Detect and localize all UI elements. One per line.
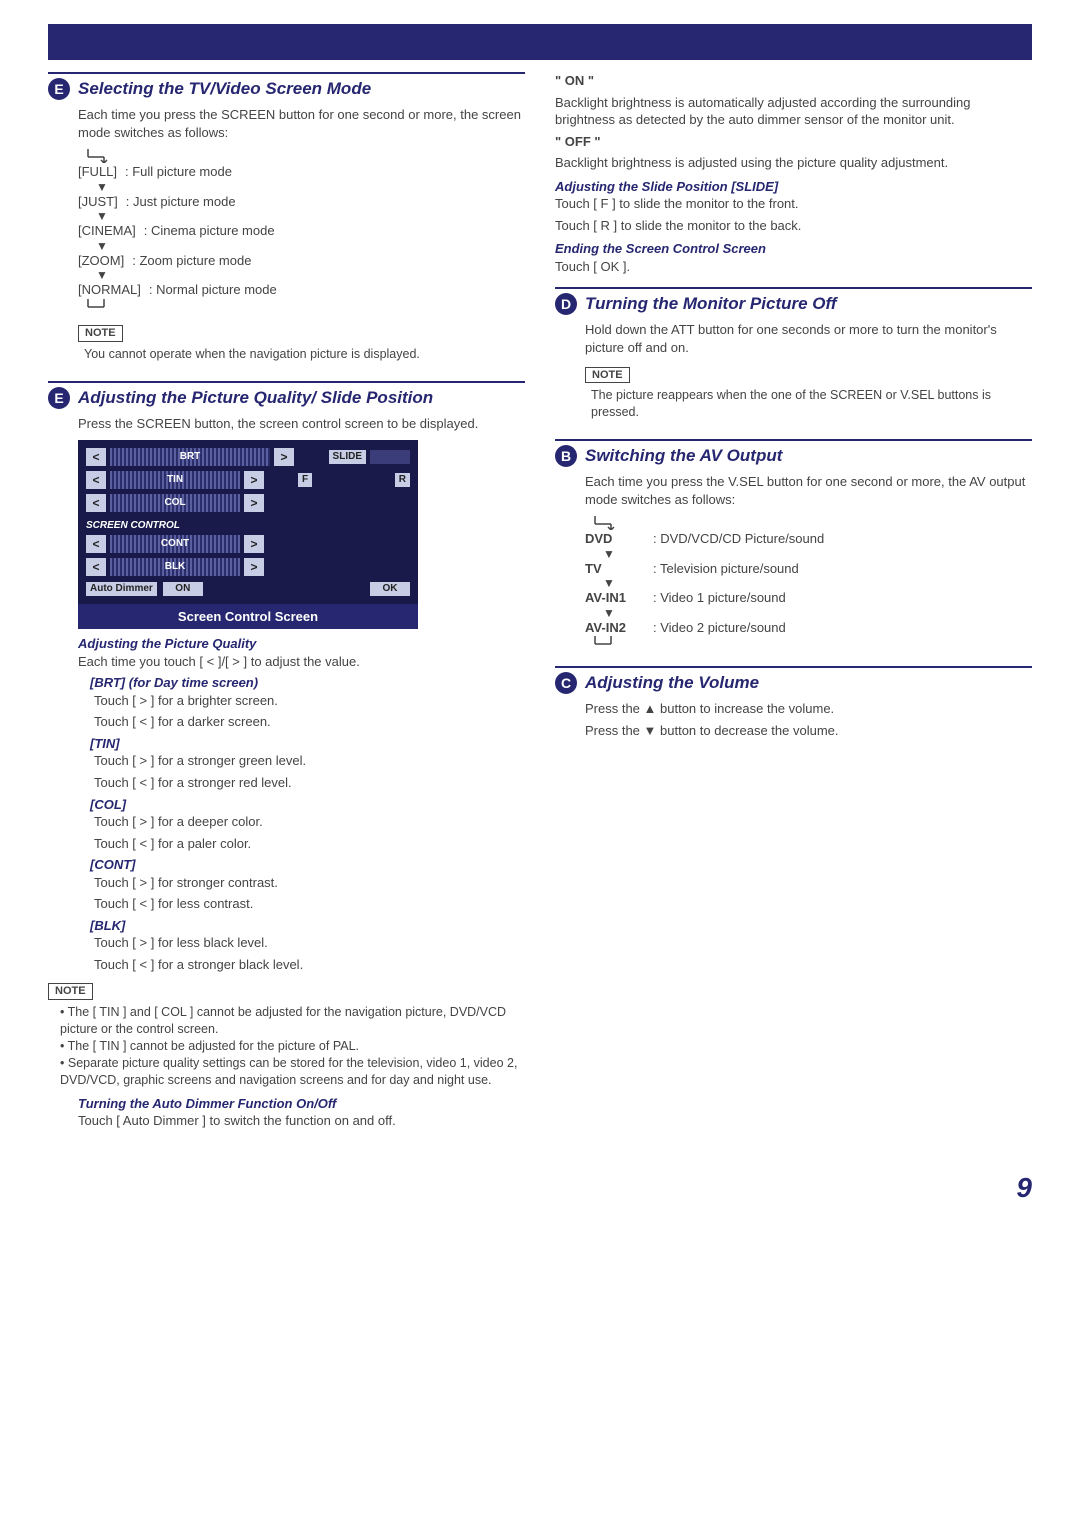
subheading: Adjusting the Picture Quality: [78, 635, 525, 653]
subheading: Ending the Screen Control Screen: [555, 240, 1032, 258]
less-button[interactable]: <: [86, 558, 106, 576]
mode-item: AV-IN2: [585, 619, 645, 637]
mode-item: [NORMAL]: [78, 281, 141, 299]
param-heading: [BRT] (for Day time screen): [78, 674, 525, 692]
body-text: Backlight brightness is adjusted using t…: [555, 154, 1032, 172]
body-text: Each time you touch [ < ]/[ > ] to adjus…: [78, 653, 525, 671]
body-text: Touch [ < ] for a stronger black level.: [78, 956, 525, 974]
page-number: 9: [0, 1172, 1080, 1228]
section-title: Selecting the TV/Video Screen Mode: [78, 79, 371, 99]
body-text: Touch [ < ] for a darker screen.: [78, 713, 525, 731]
section-b: B Switching the AV Output Each time you …: [555, 439, 1032, 648]
greater-button[interactable]: >: [274, 448, 294, 466]
body-text: Press the ▲ button to increase the volum…: [585, 700, 1032, 718]
body-text: Touch [ F ] to slide the monitor to the …: [555, 195, 1032, 213]
down-arrow-icon: ▼: [603, 607, 1032, 619]
note-body: You cannot operate when the navigation p…: [78, 346, 525, 363]
body-text: Backlight brightness is automatically ad…: [555, 94, 1032, 129]
mode-item: AV-IN1: [585, 589, 645, 607]
section-title: Adjusting the Volume: [585, 673, 759, 693]
mode-item: [JUST]: [78, 193, 118, 211]
body-text: Touch [ Auto Dimmer ] to switch the func…: [78, 1112, 525, 1130]
body-text: Touch [ < ] for less contrast.: [78, 895, 525, 913]
greater-button[interactable]: >: [244, 494, 264, 512]
section-letter: E: [48, 78, 70, 100]
down-arrow-icon: ▼: [96, 240, 525, 252]
body-text: Touch [ R ] to slide the monitor to the …: [555, 217, 1032, 235]
down-arrow-icon: ▼: [96, 181, 525, 193]
section-intro: Each time you press the V.SEL button for…: [585, 473, 1032, 508]
less-button[interactable]: <: [86, 471, 106, 489]
body-text: Touch [ > ] for a deeper color.: [78, 813, 525, 831]
body-text: Touch [ > ] for a stronger green level.: [78, 752, 525, 770]
section-letter: E: [48, 387, 70, 409]
off-heading: " OFF ": [555, 134, 601, 149]
screen-control-figure: < BRT > SLIDE < TIN > F R: [78, 440, 418, 629]
down-arrow-icon: ▼: [96, 269, 525, 281]
note-body: The [ TIN ] and [ COL ] cannot be adjust…: [54, 1004, 525, 1088]
note-label: NOTE: [78, 325, 123, 342]
right-column: " ON " Backlight brightness is automatic…: [555, 72, 1032, 1148]
mode-item: [ZOOM]: [78, 252, 124, 270]
section-letter: C: [555, 672, 577, 694]
section-title: Switching the AV Output: [585, 446, 782, 466]
body-text: Touch [ < ] for a stronger red level.: [78, 774, 525, 792]
on-heading: " ON ": [555, 73, 594, 88]
section-d: D Turning the Monitor Picture Off Hold d…: [555, 287, 1032, 421]
section-letter: D: [555, 293, 577, 315]
section-c: C Adjusting the Volume Press the ▲ butto…: [555, 666, 1032, 739]
mode-item: [CINEMA]: [78, 222, 136, 240]
mode-cycle-list: [FULL]: Full picture mode ▼ [JUST]: Just…: [78, 149, 525, 311]
screen-control-label: SCREEN CONTROL: [86, 517, 410, 535]
section-intro: Press the SCREEN button, the screen cont…: [78, 415, 525, 433]
greater-button[interactable]: >: [244, 471, 264, 489]
body-text: Hold down the ATT button for one seconds…: [585, 321, 1032, 356]
param-heading: [COL]: [78, 796, 525, 814]
note-label: NOTE: [585, 367, 630, 384]
mode-item: TV: [585, 560, 645, 578]
param-heading: [BLK]: [78, 917, 525, 935]
left-column: E Selecting the TV/Video Screen Mode Eac…: [48, 72, 525, 1148]
note-body: The picture reappears when the one of th…: [585, 387, 1032, 421]
figure-caption: Screen Control Screen: [78, 604, 418, 630]
param-heading: [TIN]: [78, 735, 525, 753]
section-title: Adjusting the Picture Quality/ Slide Pos…: [78, 388, 433, 408]
header-bar: [48, 24, 1032, 60]
mode-item: [FULL]: [78, 163, 117, 181]
body-text: Touch [ < ] for a paler color.: [78, 835, 525, 853]
mode-item: DVD: [585, 530, 645, 548]
page-content: E Selecting the TV/Video Screen Mode Eac…: [0, 72, 1080, 1172]
section-letter: B: [555, 445, 577, 467]
body-text: Press the ▼ button to decrease the volum…: [585, 722, 1032, 740]
subheading: Turning the Auto Dimmer Function On/Off: [78, 1095, 525, 1113]
body-text: Touch [ OK ].: [555, 258, 1032, 276]
param-heading: [CONT]: [78, 856, 525, 874]
subheading: Adjusting the Slide Position [SLIDE]: [555, 178, 1032, 196]
less-button[interactable]: <: [86, 448, 106, 466]
greater-button[interactable]: >: [244, 535, 264, 553]
body-text: Touch [ > ] for a brighter screen.: [78, 692, 525, 710]
less-button[interactable]: <: [86, 535, 106, 553]
down-arrow-icon: ▼: [96, 210, 525, 222]
greater-button[interactable]: >: [244, 558, 264, 576]
section-e1: E Selecting the TV/Video Screen Mode Eac…: [48, 72, 525, 363]
auto-dimmer-button[interactable]: Auto Dimmer: [86, 582, 157, 596]
av-mode-cycle-list: DVD: DVD/VCD/CD Picture/sound ▼ TV: Tele…: [585, 516, 1032, 648]
down-arrow-icon: ▼: [603, 548, 1032, 560]
down-arrow-icon: ▼: [603, 577, 1032, 589]
body-text: Touch [ > ] for less black level.: [78, 934, 525, 952]
section-title: Turning the Monitor Picture Off: [585, 294, 837, 314]
note-label: NOTE: [48, 983, 93, 1000]
slide-track: [370, 450, 410, 464]
less-button[interactable]: <: [86, 494, 106, 512]
body-text: Touch [ > ] for stronger contrast.: [78, 874, 525, 892]
section-e2: E Adjusting the Picture Quality/ Slide P…: [48, 381, 525, 1130]
section-intro: Each time you press the SCREEN button fo…: [78, 106, 525, 141]
ok-button[interactable]: OK: [370, 582, 410, 596]
